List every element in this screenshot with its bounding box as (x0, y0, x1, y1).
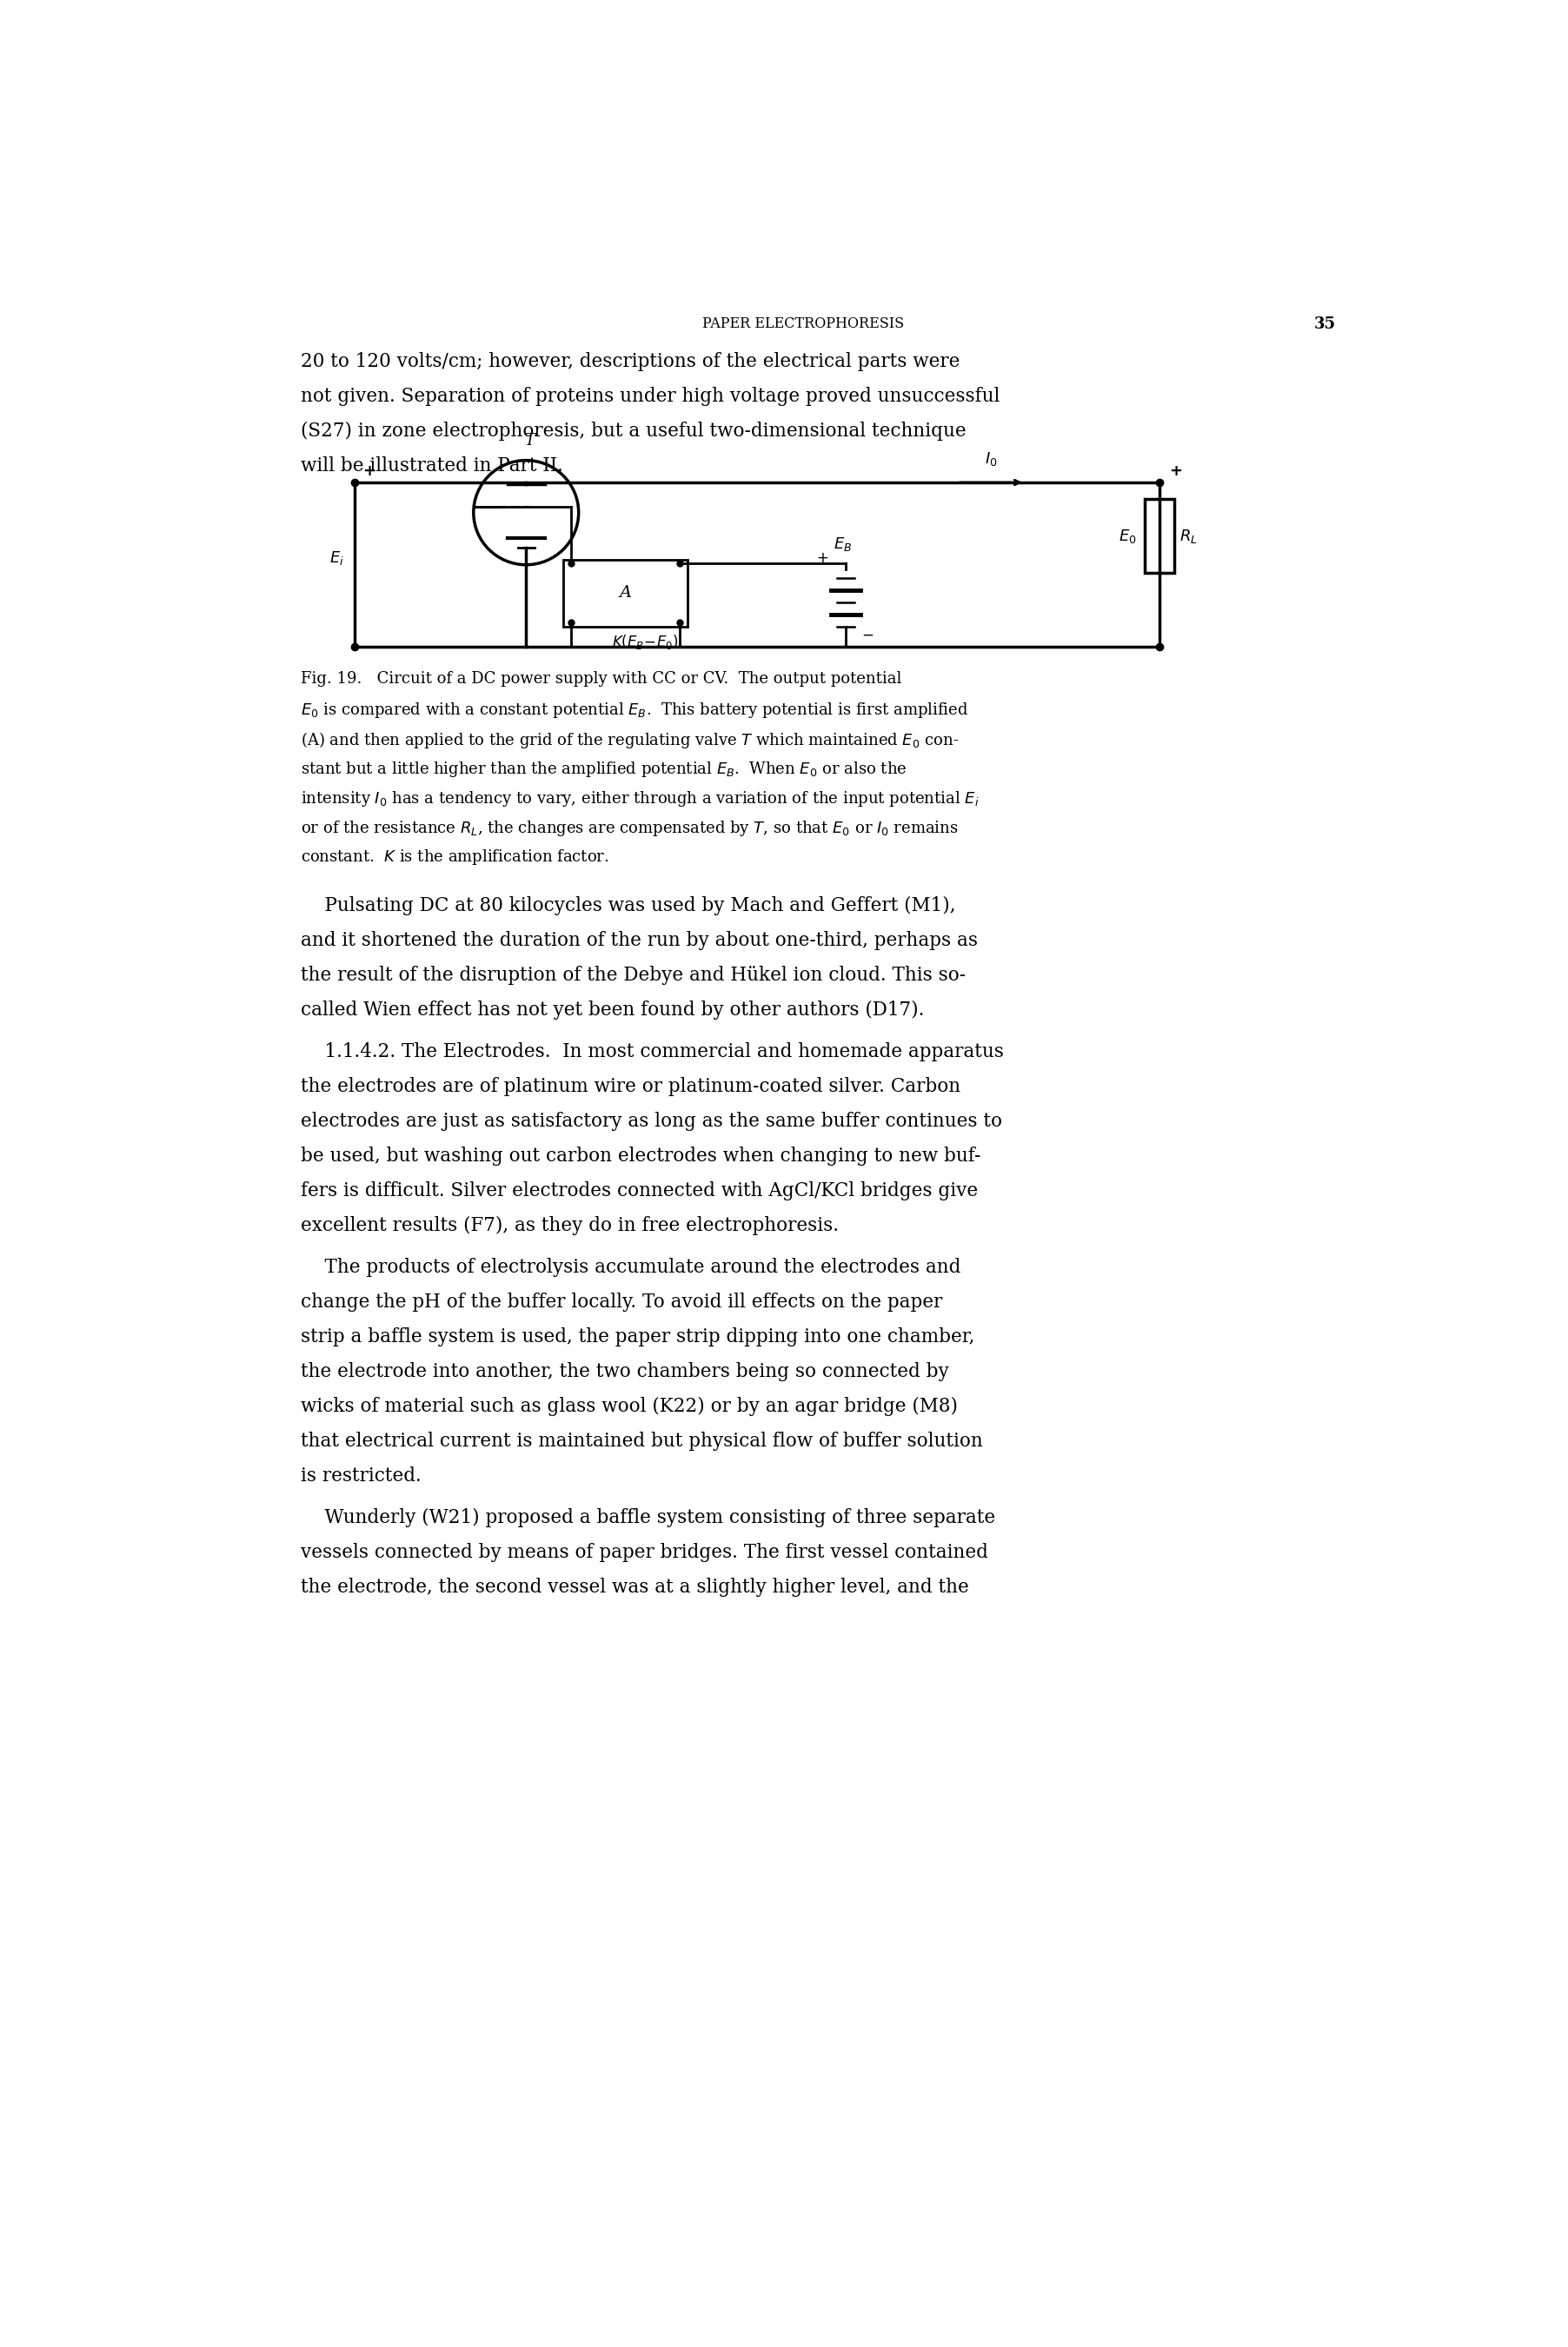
Text: is restricted.: is restricted. (301, 1467, 422, 1486)
Text: strip a baffle system is used, the paper strip dipping into one chamber,: strip a baffle system is used, the paper… (301, 1326, 974, 1347)
Text: stant but a little higher than the amplified potential $E_B$.  When $E_0$ or als: stant but a little higher than the ampli… (301, 760, 906, 779)
Text: constant.  $K$ is the amplification factor.: constant. $K$ is the amplification facto… (301, 847, 608, 866)
Text: PAPER ELECTROPHORESIS: PAPER ELECTROPHORESIS (702, 317, 905, 331)
Text: T: T (524, 432, 535, 448)
Text: intensity $I_0$ has a tendency to vary, either through a variation of the input : intensity $I_0$ has a tendency to vary, … (301, 789, 978, 807)
Text: $E_B$: $E_B$ (834, 535, 851, 554)
Text: $E_i$: $E_i$ (329, 549, 345, 566)
Text: Wunderly (W21) proposed a baffle system consisting of three separate: Wunderly (W21) proposed a baffle system … (301, 1507, 996, 1528)
Text: fers is difficult. Silver electrodes connected with AgCl/KCl bridges give: fers is difficult. Silver electrodes con… (301, 1181, 977, 1199)
Text: the electrode, the second vessel was at a slightly higher level, and the: the electrode, the second vessel was at … (301, 1577, 969, 1596)
Text: +: + (362, 462, 375, 479)
Text: excellent results (F7), as they do in free electrophoresis.: excellent results (F7), as they do in fr… (301, 1216, 839, 1235)
Text: 35: 35 (1314, 317, 1336, 331)
Bar (563, 559, 688, 627)
Text: Fig. 19.   Circuit of a DC power supply with CC or CV.  The output potential: Fig. 19. Circuit of a DC power supply wi… (301, 671, 902, 688)
Text: or of the resistance $R_L$, the changes are compensated by $T$, so that $E_0$ or: or of the resistance $R_L$, the changes … (301, 819, 958, 838)
Text: $I_0$: $I_0$ (985, 451, 997, 467)
Text: be used, but washing out carbon electrodes when changing to new buf-: be used, but washing out carbon electrod… (301, 1145, 980, 1166)
Text: −: − (861, 627, 873, 643)
Text: not given. Separation of proteins under high voltage proved unsuccessful: not given. Separation of proteins under … (301, 387, 999, 406)
Text: +: + (817, 552, 828, 566)
Text: $R_L$: $R_L$ (1179, 528, 1198, 545)
Text: 20 to 120 volts/cm; however, descriptions of the electrical parts were: 20 to 120 volts/cm; however, description… (301, 352, 960, 371)
Text: the electrode into another, the two chambers being so connected by: the electrode into another, the two cham… (301, 1361, 949, 1380)
Text: Pulsating DC at 80 kilocycles was used by Mach and Geffert (M1),: Pulsating DC at 80 kilocycles was used b… (301, 897, 955, 915)
Text: (A) and then applied to the grid of the regulating valve $T$ which maintained $E: (A) and then applied to the grid of the … (301, 730, 958, 751)
Text: $K(E_B\!-\!E_0)$: $K(E_B\!-\!E_0)$ (612, 634, 679, 652)
Text: A: A (619, 584, 632, 601)
Text: (S27) in zone electrophoresis, but a useful two-dimensional technique: (S27) in zone electrophoresis, but a use… (301, 422, 966, 441)
Text: change the pH of the buffer locally. To avoid ill effects on the paper: change the pH of the buffer locally. To … (301, 1293, 942, 1312)
Bar (1145, 500, 1174, 573)
Text: +: + (1170, 462, 1182, 479)
Text: 1.1.4.2. The Electrodes.  In most commercial and homemade apparatus: 1.1.4.2. The Electrodes. In most commerc… (301, 1042, 1004, 1061)
Text: $E_0$ is compared with a constant potential $E_B$.  This battery potential is fi: $E_0$ is compared with a constant potent… (301, 702, 967, 721)
Text: vessels connected by means of paper bridges. The first vessel contained: vessels connected by means of paper brid… (301, 1542, 988, 1561)
Text: will be illustrated in Part II.: will be illustrated in Part II. (301, 455, 563, 476)
Text: The products of electrolysis accumulate around the electrodes and: The products of electrolysis accumulate … (301, 1258, 961, 1277)
Text: the electrodes are of platinum wire or platinum-coated silver. Carbon: the electrodes are of platinum wire or p… (301, 1077, 960, 1096)
Text: the result of the disruption of the Debye and Hükel ion cloud. This so-: the result of the disruption of the Deby… (301, 965, 966, 986)
Text: wicks of material such as glass wool (K22) or by an agar bridge (M8): wicks of material such as glass wool (K2… (301, 1396, 958, 1415)
Text: that electrical current is maintained but physical flow of buffer solution: that electrical current is maintained bu… (301, 1432, 983, 1450)
Text: $E_0$: $E_0$ (1118, 528, 1137, 545)
Text: and it shortened the duration of the run by about one-third, perhaps as: and it shortened the duration of the run… (301, 932, 977, 951)
Text: electrodes are just as satisfactory as long as the same buffer continues to: electrodes are just as satisfactory as l… (301, 1112, 1002, 1131)
Text: called Wien effect has not yet been found by other authors (D17).: called Wien effect has not yet been foun… (301, 1000, 924, 1019)
